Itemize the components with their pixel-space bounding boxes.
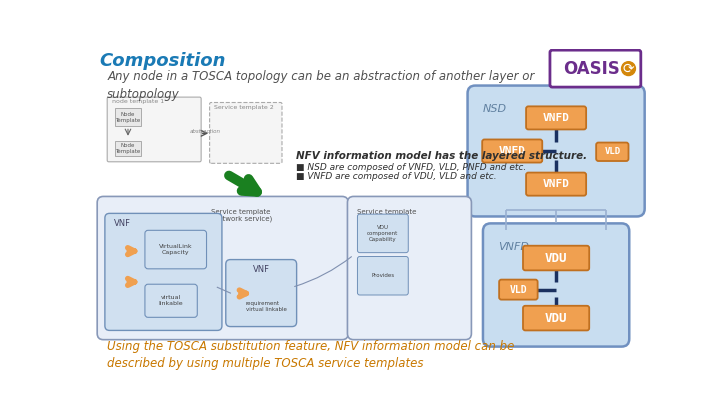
FancyBboxPatch shape [499, 279, 538, 300]
Text: Node
Template: Node Template [115, 112, 140, 123]
Text: Composition: Composition [99, 53, 226, 70]
Text: ■ VNFD are composed of VDU, VLD and etc.: ■ VNFD are composed of VDU, VLD and etc. [296, 172, 497, 181]
Text: VNF: VNF [253, 265, 270, 274]
Text: Service template
vNFD: Service template vNFD [356, 209, 416, 222]
FancyBboxPatch shape [348, 196, 472, 340]
Text: VirtualLink
Capacity: VirtualLink Capacity [159, 244, 192, 255]
Text: VDU
component
Capability: VDU component Capability [367, 225, 398, 242]
Text: VNF: VNF [114, 219, 131, 228]
FancyBboxPatch shape [526, 173, 586, 196]
Text: VDU: VDU [545, 311, 567, 324]
FancyBboxPatch shape [226, 260, 297, 326]
Text: Using the TOSCA substitution feature, NFV information model can be
described by : Using the TOSCA substitution feature, NF… [107, 340, 515, 370]
FancyBboxPatch shape [357, 214, 408, 253]
FancyBboxPatch shape [105, 213, 222, 330]
Circle shape [621, 62, 636, 76]
Text: VNFD: VNFD [543, 113, 570, 123]
Text: abstraction: abstraction [190, 129, 221, 134]
Text: VNFD: VNFD [499, 146, 526, 156]
FancyBboxPatch shape [145, 284, 197, 318]
Text: requirement
virtual linkable: requirement virtual linkable [246, 301, 287, 312]
Bar [115, 141, 141, 156]
FancyBboxPatch shape [467, 85, 644, 216]
Text: Service template 2: Service template 2 [215, 104, 274, 110]
Text: OASIS: OASIS [563, 60, 620, 78]
Text: VLD: VLD [604, 147, 621, 156]
FancyBboxPatch shape [596, 143, 629, 161]
FancyBboxPatch shape [526, 107, 586, 130]
Text: VLD: VLD [510, 285, 527, 294]
Text: Service template
(network service): Service template (network service) [211, 209, 272, 222]
Text: NFV information model has the layered structure.: NFV information model has the layered st… [296, 151, 587, 161]
Bar [115, 108, 141, 126]
Text: Node
Template: Node Template [115, 143, 140, 154]
Text: Provides: Provides [372, 273, 395, 278]
FancyBboxPatch shape [483, 224, 629, 347]
FancyBboxPatch shape [523, 246, 589, 271]
Text: virtual
linkable: virtual linkable [159, 295, 184, 306]
FancyBboxPatch shape [107, 97, 201, 162]
FancyBboxPatch shape [97, 196, 348, 340]
FancyBboxPatch shape [357, 256, 408, 295]
FancyBboxPatch shape [210, 102, 282, 163]
Text: VNFD: VNFD [498, 242, 529, 252]
FancyBboxPatch shape [550, 50, 641, 87]
FancyBboxPatch shape [145, 230, 207, 269]
Text: ⟳: ⟳ [623, 62, 634, 76]
FancyBboxPatch shape [482, 139, 542, 162]
Text: NSD: NSD [483, 104, 507, 114]
Text: node template 1: node template 1 [112, 99, 164, 104]
Text: Any node in a TOSCA topology can be an abstraction of another layer or
subtopolo: Any node in a TOSCA topology can be an a… [107, 70, 534, 101]
FancyBboxPatch shape [523, 306, 589, 330]
Text: VNFD: VNFD [543, 179, 570, 189]
Text: ■ NSD are composed of VNFD, VLD, PNFD and etc.: ■ NSD are composed of VNFD, VLD, PNFD an… [296, 162, 526, 172]
Text: VDU: VDU [545, 252, 567, 264]
